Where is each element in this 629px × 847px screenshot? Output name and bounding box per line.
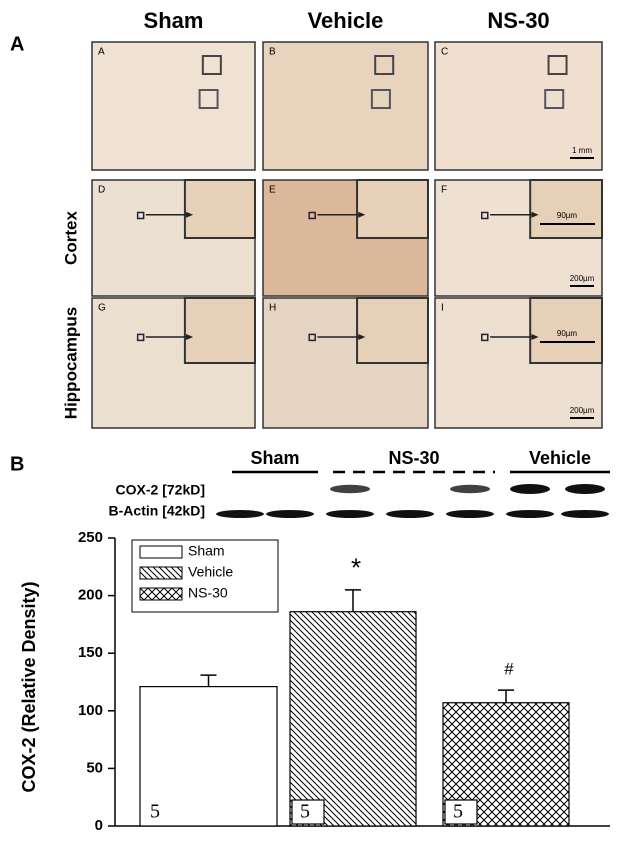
error-bar xyxy=(498,689,514,703)
blot-band xyxy=(266,510,314,518)
arrow-head xyxy=(531,334,539,340)
row-label: Cortex xyxy=(61,211,80,265)
blot-band xyxy=(386,510,434,518)
inset xyxy=(529,179,603,239)
roi-box xyxy=(544,89,565,109)
n-label: 5 xyxy=(150,801,160,823)
blot-band xyxy=(446,510,494,518)
y-tick-label: 50 xyxy=(86,759,103,776)
panel-letter: H xyxy=(269,303,276,314)
panel-letter: E xyxy=(269,185,276,196)
roi-box xyxy=(547,55,568,75)
blot-band xyxy=(330,484,370,494)
blot-band xyxy=(565,484,605,494)
blot-band xyxy=(510,484,550,494)
y-axis-title: COX-2 (Relative Density) xyxy=(19,581,39,792)
column-header: NS-30 xyxy=(487,8,549,33)
scale-bar-label: 90µm xyxy=(557,329,578,338)
panel-letter: B xyxy=(269,47,276,58)
arrow-head xyxy=(531,211,539,218)
arrow-head xyxy=(186,334,194,340)
panel-letter: C xyxy=(441,47,448,58)
y-tick-label: 100 xyxy=(78,702,103,719)
scale-bar-label: 200µm xyxy=(570,274,595,283)
roi-box xyxy=(198,89,219,109)
blot-band xyxy=(216,510,264,518)
roi-marker xyxy=(481,333,489,342)
row-label: Hippocampus xyxy=(61,307,80,419)
arrow-head xyxy=(358,334,366,340)
y-tick-label: 250 xyxy=(78,529,103,546)
scale-bar-label: 1 mm xyxy=(572,146,592,155)
column-header: Vehicle xyxy=(308,8,384,33)
scale-bar-label: 90µm xyxy=(557,211,578,220)
arrow-head xyxy=(186,211,194,218)
panel-letter: F xyxy=(441,185,447,196)
inset xyxy=(356,179,429,239)
blot-group: Sham xyxy=(250,448,299,468)
legend-box xyxy=(131,539,279,613)
micrograph xyxy=(262,41,429,171)
roi-marker xyxy=(136,333,145,342)
legend-swatch xyxy=(139,545,183,559)
micrograph xyxy=(434,41,603,171)
blot-band xyxy=(561,510,609,518)
inset xyxy=(356,297,429,364)
roi-marker xyxy=(136,211,145,220)
blot-band xyxy=(326,510,374,518)
blot-row-label: B-Actin [42kD] xyxy=(109,503,205,519)
roi-marker xyxy=(308,211,316,220)
n-label: 5 xyxy=(453,801,463,823)
n-label: 5 xyxy=(300,801,310,823)
n-box xyxy=(142,800,174,824)
roi-marker xyxy=(308,333,316,342)
blot-group: NS-30 xyxy=(388,448,439,468)
arrow-head xyxy=(358,211,366,218)
panel-letter: D xyxy=(98,185,105,196)
legend-label: Sham xyxy=(188,543,225,559)
panel-letter: G xyxy=(98,303,106,314)
error-bar xyxy=(345,589,361,612)
inset xyxy=(529,297,603,364)
micrograph xyxy=(91,41,256,171)
legend-swatch xyxy=(139,587,183,601)
legend-swatch xyxy=(139,566,183,580)
n-box xyxy=(444,799,478,825)
significance: * xyxy=(351,553,361,583)
scale-bar-label: 200µm xyxy=(570,406,595,415)
bar xyxy=(289,611,417,827)
panel-letter: I xyxy=(441,303,444,314)
inset xyxy=(183,297,256,364)
y-tick-label: 200 xyxy=(78,587,103,604)
blot-band xyxy=(450,484,490,494)
roi-box xyxy=(370,89,391,109)
roi-box xyxy=(374,55,395,75)
y-tick-label: 150 xyxy=(78,644,103,661)
significance: # xyxy=(504,660,514,679)
blot-row-label: COX-2 [72kD] xyxy=(116,482,205,498)
legend-label: Vehicle xyxy=(188,564,233,580)
blot-band xyxy=(506,510,554,518)
legend-label: NS-30 xyxy=(188,585,228,601)
panel-letter: A xyxy=(98,47,105,58)
roi-box xyxy=(201,55,222,75)
column-header: Sham xyxy=(144,8,204,33)
blot-group: Vehicle xyxy=(529,448,591,468)
roi-marker xyxy=(481,211,489,220)
error-bar xyxy=(200,674,217,687)
panel-label: A xyxy=(10,33,24,55)
n-box xyxy=(291,799,325,825)
panel-label: B xyxy=(10,453,24,475)
inset xyxy=(183,179,256,239)
y-tick-label: 0 xyxy=(95,817,103,834)
